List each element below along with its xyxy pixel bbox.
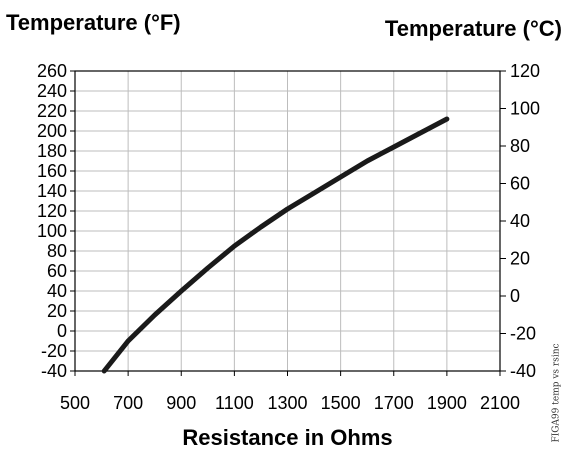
right-tick-label: 120 xyxy=(510,61,540,81)
left-tick-label: 220 xyxy=(37,101,67,121)
left-tick-label: 160 xyxy=(37,161,67,181)
left-tick-label: -20 xyxy=(41,341,67,361)
x-tick-label: 700 xyxy=(113,393,143,413)
right-tick-label: 80 xyxy=(510,136,530,156)
left-tick-label: 60 xyxy=(47,261,67,281)
right-tick-label: -20 xyxy=(510,324,536,344)
left-tick-label: 80 xyxy=(47,241,67,261)
x-tick-label: 1900 xyxy=(427,393,467,413)
left-axis-title: Temperature (°F) xyxy=(6,10,181,35)
figure-tag: FIGA99 temp vs rsinc xyxy=(551,343,562,443)
left-tick-label: -40 xyxy=(41,361,67,381)
x-tick-label: 500 xyxy=(60,393,90,413)
temperature-curve-line xyxy=(101,116,450,374)
left-tick-label: 240 xyxy=(37,81,67,101)
left-tick-label: 120 xyxy=(37,201,67,221)
left-tick-label: 140 xyxy=(37,181,67,201)
x-tick-label: 1300 xyxy=(267,393,307,413)
left-tick-label: 200 xyxy=(37,121,67,141)
x-tick-label: 1500 xyxy=(321,393,361,413)
left-tick-label: 100 xyxy=(37,221,67,241)
x-axis-label: Resistance in Ohms xyxy=(182,425,392,449)
right-tick-label: 0 xyxy=(510,286,520,306)
x-tick-label: 900 xyxy=(166,393,196,413)
grid-lines xyxy=(74,70,501,372)
right-tick-label: -40 xyxy=(510,361,536,381)
left-tick-label: 20 xyxy=(47,301,67,321)
x-tick-label: 1100 xyxy=(215,393,254,413)
left-axis-ticks: -40-200204060801001201401601802002202402… xyxy=(37,61,75,381)
right-axis-ticks: -40 -20 0 20 40 60 80 100 120 xyxy=(500,61,540,381)
x-tick-label: 1700 xyxy=(374,393,414,413)
right-axis-title: Temperature (°C) xyxy=(384,16,562,41)
right-tick-label: 20 xyxy=(510,249,530,269)
left-tick-label: 260 xyxy=(37,61,67,81)
left-tick-label: 40 xyxy=(47,281,67,301)
left-tick-label: 180 xyxy=(37,141,67,161)
x-tick-label: 2100 xyxy=(480,393,520,413)
x-axis-ticks: 500 700 900 1100 1300 1500 1700 1900 2100 xyxy=(60,371,520,413)
right-tick-label: 60 xyxy=(510,174,530,194)
right-tick-label: 40 xyxy=(510,211,530,231)
right-tick-label: 100 xyxy=(510,99,540,119)
left-tick-label: 0 xyxy=(57,321,67,341)
series-layer xyxy=(101,116,450,374)
